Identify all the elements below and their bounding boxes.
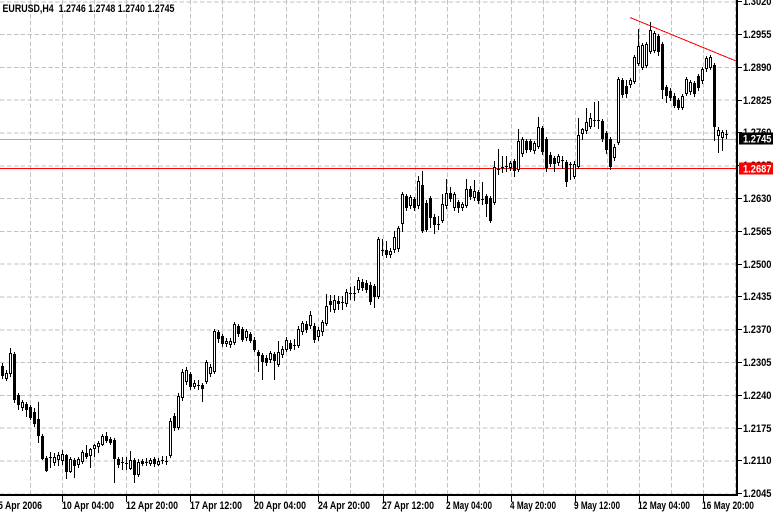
svg-text:1.2565: 1.2565 [743,226,772,238]
svg-text:1.2110: 1.2110 [743,455,772,467]
svg-text:24 Apr 20:00: 24 Apr 20:00 [318,500,370,512]
svg-text:17 Apr 12:00: 17 Apr 12:00 [190,500,242,512]
svg-text:1.2630: 1.2630 [743,193,772,205]
svg-text:1.2500: 1.2500 [743,259,772,271]
svg-text:5 Apr 2006: 5 Apr 2006 [0,500,42,512]
svg-text:1.2890: 1.2890 [743,62,772,74]
svg-text:1.2435: 1.2435 [743,291,772,303]
svg-text:1.3020: 1.3020 [743,0,772,8]
svg-text:27 Apr 12:00: 27 Apr 12:00 [382,500,434,512]
svg-text:1.2745: 1.2745 [743,134,772,146]
svg-text:1.2370: 1.2370 [743,324,772,336]
svg-text:1.2045: 1.2045 [743,488,772,500]
svg-text:EURUSD,H4 1.2746 1.2748 1.274: EURUSD,H4 1.2746 1.2748 1.2740 1.2745 [3,3,175,15]
svg-text:12 Apr 20:00: 12 Apr 20:00 [126,500,178,512]
svg-text:20 Apr 04:00: 20 Apr 04:00 [254,500,306,512]
svg-text:10 Apr 04:00: 10 Apr 04:00 [62,500,114,512]
svg-text:4 May 20:00: 4 May 20:00 [510,500,556,512]
svg-text:1.2175: 1.2175 [743,423,772,435]
svg-text:9 May 12:00: 9 May 12:00 [574,500,620,512]
svg-text:1.2687: 1.2687 [743,164,772,176]
svg-text:1.2240: 1.2240 [743,390,772,402]
svg-text:1.2305: 1.2305 [743,357,772,369]
svg-text:16 May 20:00: 16 May 20:00 [702,500,754,512]
svg-text:2 May 04:00: 2 May 04:00 [446,500,492,512]
svg-text:12 May 04:00: 12 May 04:00 [638,500,690,512]
svg-text:1.2955: 1.2955 [743,29,772,41]
svg-text:1.2825: 1.2825 [743,95,772,107]
